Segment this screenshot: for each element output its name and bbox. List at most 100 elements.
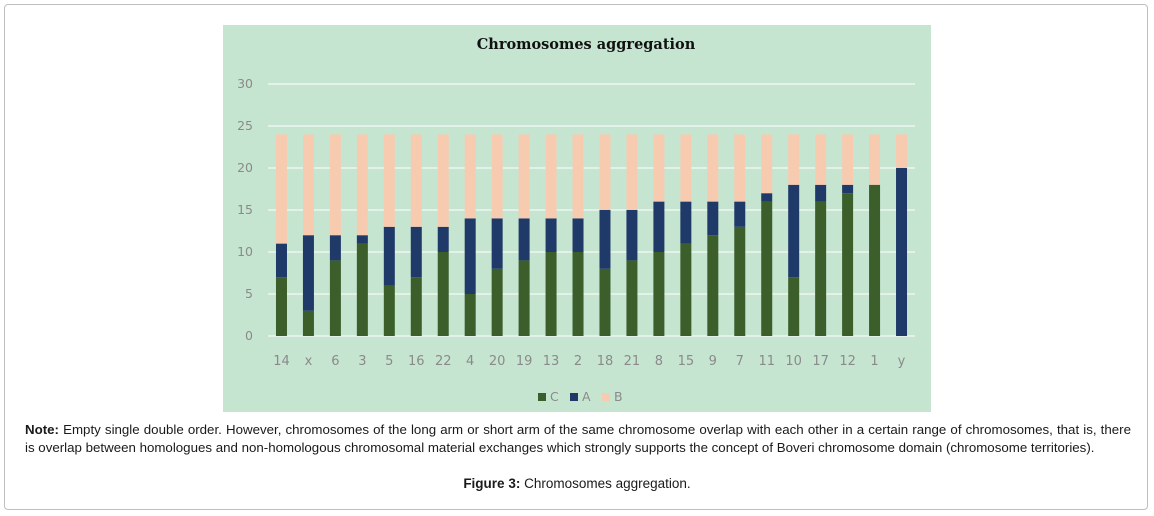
bar-C-10 xyxy=(788,277,800,336)
x-tick-label: 20 xyxy=(489,354,506,369)
bar-A-19 xyxy=(518,218,530,261)
bar-C-11 xyxy=(761,201,773,336)
x-tick-label: 9 xyxy=(709,354,717,369)
bar-C-6 xyxy=(329,260,341,336)
bar-C-22 xyxy=(437,252,449,336)
x-tick-label: 2 xyxy=(574,354,582,369)
bar-A-16 xyxy=(410,226,422,278)
bar-A-15 xyxy=(680,201,692,244)
y-tick-label: 25 xyxy=(237,118,253,133)
bar-A-6 xyxy=(329,235,341,261)
bar-B-9 xyxy=(707,134,719,202)
x-tick-label: y xyxy=(898,354,906,369)
legend-swatch-B xyxy=(602,393,610,401)
x-tick-label: 22 xyxy=(435,354,452,369)
x-tick-label: 17 xyxy=(812,354,829,369)
bar-A-13 xyxy=(545,218,557,252)
figure-caption: Figure 3: Chromosomes aggregation. xyxy=(0,476,1154,491)
bar-B-12 xyxy=(842,134,854,185)
legend-label-A: A xyxy=(582,389,591,404)
bar-C-1 xyxy=(869,184,881,336)
y-tick-label: 15 xyxy=(237,202,253,217)
x-tick-label: 21 xyxy=(624,354,641,369)
bar-A-4 xyxy=(464,218,476,294)
x-tick-label: x xyxy=(305,354,313,369)
bars xyxy=(275,134,908,336)
bar-A-12 xyxy=(842,184,854,194)
bar-B-2 xyxy=(572,134,584,219)
bar-C-7 xyxy=(734,226,746,336)
bar-B-21 xyxy=(626,134,638,210)
bar-B-3 xyxy=(356,134,368,236)
bar-C-15 xyxy=(680,243,692,336)
bar-B-14 xyxy=(275,134,287,244)
y-tick-label: 0 xyxy=(245,328,253,343)
bar-A-11 xyxy=(761,193,773,202)
note-label: Note: xyxy=(25,422,59,437)
x-tick-label: 18 xyxy=(597,354,614,369)
y-tick-label: 20 xyxy=(237,160,253,175)
bar-B-1 xyxy=(869,134,881,185)
bar-A-14 xyxy=(275,243,287,278)
bar-C-x xyxy=(302,310,314,336)
chart-panel: Chromosomes aggregation 0 5 10 15 20 25 30 14 x… xyxy=(223,25,931,412)
bar-C-18 xyxy=(599,268,611,336)
chart-title: Chromosomes aggregation xyxy=(477,36,696,53)
figure-text: Chromosomes aggregation. xyxy=(520,476,691,491)
x-tick-label: 14 xyxy=(273,354,290,369)
bar-C-3 xyxy=(356,243,368,336)
bar-C-5 xyxy=(383,285,395,336)
bar-A-5 xyxy=(383,226,395,286)
x-axis-ticks: 14 x 6 3 5 16 22 4 20 19 13 2 18 21 8 15 9 7 11 10 17 12 1 y xyxy=(273,354,905,369)
x-tick-label: 12 xyxy=(839,354,856,369)
bar-B-15 xyxy=(680,134,692,202)
bar-B-5 xyxy=(383,134,395,227)
y-tick-label: 30 xyxy=(237,76,253,91)
bar-C-9 xyxy=(707,235,719,336)
bar-B-13 xyxy=(545,134,557,219)
bar-A-y xyxy=(896,168,908,336)
bar-B-18 xyxy=(599,134,611,210)
x-tick-label: 6 xyxy=(331,354,339,369)
bar-B-8 xyxy=(653,134,665,202)
bar-C-20 xyxy=(491,268,503,336)
bar-B-6 xyxy=(329,134,341,236)
legend-label-C: C xyxy=(550,389,559,404)
bar-B-10 xyxy=(788,134,800,185)
caption-note: Note: Empty single double order. However… xyxy=(25,421,1131,457)
bar-A-21 xyxy=(626,210,638,261)
bar-B-19 xyxy=(518,134,530,219)
y-tick-label: 10 xyxy=(237,244,253,259)
bar-B-20 xyxy=(491,134,503,219)
bar-C-13 xyxy=(545,252,557,336)
bar-B-x xyxy=(302,134,314,236)
x-tick-label: 4 xyxy=(466,354,474,369)
bar-C-12 xyxy=(842,193,854,336)
bar-A-10 xyxy=(788,184,800,278)
bar-C-21 xyxy=(626,260,638,336)
legend-swatch-A xyxy=(570,393,578,401)
x-tick-label: 13 xyxy=(543,354,560,369)
bar-B-22 xyxy=(437,134,449,227)
legend-label-B: B xyxy=(614,389,623,404)
legend-swatch-C xyxy=(538,393,546,401)
bar-A-x xyxy=(302,235,314,311)
x-tick-label: 10 xyxy=(785,354,802,369)
bar-B-16 xyxy=(410,134,422,227)
bar-C-16 xyxy=(410,277,422,336)
bar-A-3 xyxy=(356,235,368,244)
bar-B-y xyxy=(896,134,908,168)
bar-A-18 xyxy=(599,210,611,269)
bar-B-17 xyxy=(815,134,827,185)
x-tick-label: 8 xyxy=(655,354,663,369)
y-axis-ticks: 0 5 10 15 20 25 30 xyxy=(237,76,253,343)
bar-A-17 xyxy=(815,184,827,202)
x-tick-label: 1 xyxy=(870,354,878,369)
x-tick-label: 3 xyxy=(358,354,366,369)
y-tick-label: 5 xyxy=(245,286,253,301)
bar-B-4 xyxy=(464,134,476,219)
x-tick-label: 16 xyxy=(408,354,425,369)
x-tick-label: 15 xyxy=(678,354,695,369)
note-text: Empty single double order. However, chro… xyxy=(25,422,1131,455)
bar-A-22 xyxy=(437,226,449,252)
